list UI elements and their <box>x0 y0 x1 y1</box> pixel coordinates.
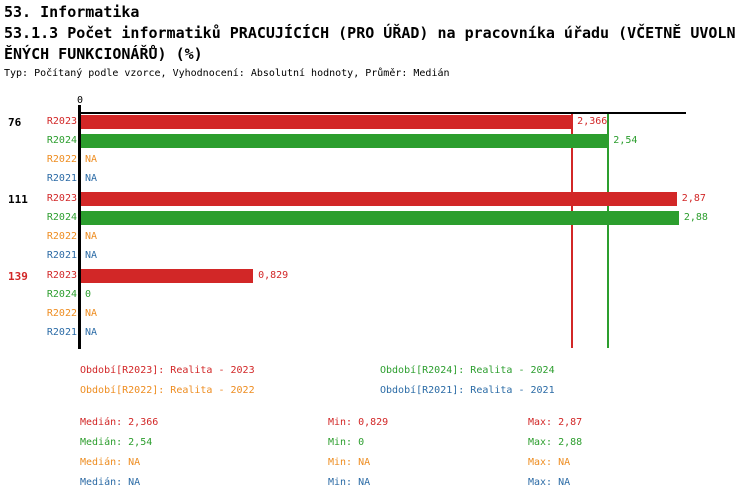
series-label-r2023-group-111: R2023 <box>46 193 77 204</box>
y-axis-line <box>78 105 81 349</box>
bar-r2023-group-111 <box>81 192 677 206</box>
stat-min-r2022: Min: NA <box>328 457 371 468</box>
series-label-r2024-group-139: R2024 <box>46 289 77 300</box>
series-label-r2021-group-111: R2021 <box>46 250 77 261</box>
median-reference-line-medi-n-r2023 <box>571 114 573 348</box>
section-title: 53. Informatika <box>4 3 140 21</box>
indicator-title-line1: 53.1.3 Počet informatiků PRACUJÍCÍCH (PR… <box>4 24 736 42</box>
value-label-r2024-group-139: 0 <box>85 289 92 300</box>
median-reference-line-medi-n-r2024 <box>607 114 609 348</box>
value-label-r2023-group-76: 2,366 <box>577 116 608 127</box>
bar-r2024-group-76 <box>81 134 609 148</box>
series-label-r2023-group-76: R2023 <box>46 116 77 127</box>
stat-max-r2023: Max: 2,87 <box>528 417 583 428</box>
legend-item-r2023: Období[R2023]: Realita - 2023 <box>80 365 255 376</box>
group-label-139: 139 <box>8 270 28 283</box>
group-label-111: 111 <box>8 193 28 206</box>
value-label-r2023-group-139: 0,829 <box>258 270 289 281</box>
indicator-title-line2: ĚNÝCH FUNKCIONÁŘŮ) (%) <box>4 45 203 63</box>
value-label-r2024-group-76: 2,54 <box>613 135 638 146</box>
stat-max-r2022: Max: NA <box>528 457 571 468</box>
value-label-r2021-group-76: NA <box>85 173 98 184</box>
series-label-r2022-group-76: R2022 <box>46 154 77 165</box>
value-label-r2022-group-111: NA <box>85 231 98 242</box>
x-axis-top-line <box>78 112 686 114</box>
stat-min-r2024: Min: 0 <box>328 437 365 448</box>
stat-max-r2024: Max: 2,88 <box>528 437 583 448</box>
chart-meta: Typ: Počítaný podle vzorce, Vyhodnocení:… <box>4 68 450 79</box>
legend-item-r2022: Období[R2022]: Realita - 2022 <box>80 385 255 396</box>
series-label-r2023-group-139: R2023 <box>46 270 77 281</box>
value-label-r2021-group-139: NA <box>85 327 98 338</box>
series-label-r2021-group-139: R2021 <box>46 327 77 338</box>
value-label-r2022-group-76: NA <box>85 154 98 165</box>
stat-min-r2023: Min: 0,829 <box>328 417 389 428</box>
bar-r2023-group-139 <box>81 269 254 283</box>
legend-item-r2024: Období[R2024]: Realita - 2024 <box>380 365 555 376</box>
group-label-76: 76 <box>8 116 22 129</box>
value-label-r2022-group-139: NA <box>85 308 98 319</box>
value-label-r2023-group-111: 2,87 <box>681 193 706 204</box>
axis-zero-label: 0 <box>76 95 84 106</box>
stat-median-r2021: Medián: NA <box>80 477 141 488</box>
stat-max-r2021: Max: NA <box>528 477 571 488</box>
stat-median-r2024: Medián: 2,54 <box>80 437 153 448</box>
series-label-r2022-group-139: R2022 <box>46 308 77 319</box>
series-label-r2021-group-76: R2021 <box>46 173 77 184</box>
bar-r2024-group-111 <box>81 211 679 225</box>
bar-r2023-group-76 <box>81 115 573 129</box>
stat-median-r2023: Medián: 2,366 <box>80 417 159 428</box>
series-label-r2024-group-76: R2024 <box>46 135 77 146</box>
stat-median-r2022: Medián: NA <box>80 457 141 468</box>
stat-min-r2021: Min: NA <box>328 477 371 488</box>
series-label-r2024-group-111: R2024 <box>46 212 77 223</box>
value-label-r2021-group-111: NA <box>85 250 98 261</box>
value-label-r2024-group-111: 2,88 <box>683 212 708 223</box>
legend-item-r2021: Období[R2021]: Realita - 2021 <box>380 385 555 396</box>
series-label-r2022-group-111: R2022 <box>46 231 77 242</box>
